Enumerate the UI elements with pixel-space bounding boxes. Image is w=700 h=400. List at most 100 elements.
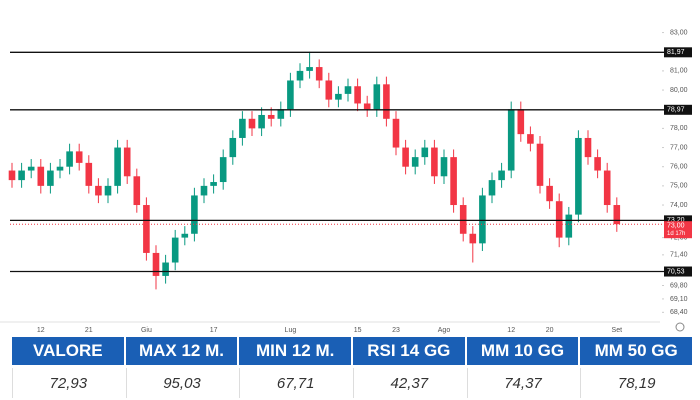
candle-body (104, 185, 112, 196)
candle-body (181, 233, 189, 238)
candle-body (133, 176, 141, 206)
y-tick-label: 76,00 (670, 164, 688, 171)
candle-body (95, 185, 102, 196)
y-tick-label: 69,10 (670, 296, 688, 303)
level-label: 70,53 (667, 268, 685, 275)
candle-body (162, 262, 169, 276)
candle-body (498, 170, 505, 181)
candle-body (56, 166, 64, 171)
candle-body (383, 84, 390, 119)
candle-body (143, 205, 150, 253)
countdown: 1d 17h (667, 231, 685, 237)
candle-body (517, 109, 525, 135)
candle-body (306, 67, 313, 71)
chart: 83,00 81,00 80,00 78,00 77,00 76,00 75,00 74,00… (0, 29, 692, 334)
table-header-cell: VALORE (12, 337, 124, 365)
candle-body (546, 185, 553, 202)
y-tick-label: 74,00 (670, 202, 688, 209)
level-label: 81,97 (667, 49, 685, 56)
y-tick-label: 71,40 (670, 252, 688, 259)
candle-body (248, 118, 256, 129)
candle-body (575, 137, 582, 215)
y-tick-label: 77,00 (670, 144, 688, 151)
x-tick-label: 12 (507, 327, 515, 334)
table-header-cell: MAX 12 M. (125, 337, 238, 365)
candle-body (507, 109, 515, 171)
y-tick-label: 80,00 (670, 87, 688, 94)
x-tick-label: 21 (85, 327, 93, 334)
table-header-cell: MM 10 GG (466, 337, 579, 365)
candle-body (287, 80, 294, 110)
candle-body (344, 86, 352, 94)
candle-body (479, 195, 486, 244)
candle-body (200, 185, 208, 196)
candle-body (392, 118, 400, 148)
x-tick-label: Giu (141, 327, 152, 334)
candle-body (603, 170, 611, 206)
level-tag (664, 266, 692, 277)
candle-body (527, 134, 534, 144)
candle-body (565, 214, 573, 238)
y-tick-label: 83,00 (670, 29, 688, 36)
table-header-cell: MM 50 GG (580, 337, 692, 365)
settings-icon[interactable] (675, 322, 685, 332)
table-cell: 78,19 (580, 368, 692, 398)
table-header-cell: MIN 12 M. (239, 337, 351, 365)
candle-body (114, 147, 121, 186)
candle-body (613, 205, 621, 225)
candle-body (27, 166, 35, 171)
candle-body (459, 205, 467, 234)
candle-body (411, 157, 419, 167)
candle-body (488, 180, 496, 196)
candle-body (354, 86, 361, 104)
candle-body (37, 166, 45, 186)
candle-body (152, 252, 160, 276)
table-cell: 74,37 (466, 368, 579, 398)
x-tick-label: 17 (210, 327, 218, 334)
candle-body (325, 80, 333, 100)
candle-body (469, 233, 477, 244)
candle-body (277, 109, 285, 119)
candle-body (402, 147, 409, 167)
level-tag (664, 215, 692, 226)
candle-body (421, 147, 429, 158)
level-tag (664, 47, 692, 58)
candle-body (440, 157, 448, 177)
table-cell: 95,03 (125, 368, 238, 398)
candle-body (18, 170, 25, 181)
level-label: 78,97 (667, 107, 685, 114)
table-cell: 42,37 (352, 368, 465, 398)
table-cell: 72,93 (12, 368, 124, 398)
candle-body (373, 84, 381, 110)
candle-body (267, 114, 275, 119)
candle-body (123, 147, 131, 177)
candle-body (210, 182, 217, 186)
candle-body (66, 151, 73, 167)
y-tick-label: 69,80 (670, 282, 688, 289)
candle-body (315, 67, 323, 81)
candle-body (431, 147, 438, 177)
candle-body (47, 170, 54, 186)
candle-body (258, 114, 265, 129)
candle-body (335, 93, 342, 100)
x-tick-label: 20 (546, 327, 554, 334)
y-tick-label: 78,00 (670, 125, 688, 132)
y-tick-label: 68,40 (670, 309, 688, 316)
x-tick-label: 23 (392, 327, 400, 334)
candle-body (555, 201, 563, 238)
last-price-label: 73,00 (667, 223, 685, 230)
y-tick-label: 75,00 (670, 183, 688, 190)
y-tick-label: 81,00 (670, 68, 688, 75)
candle-body (229, 137, 237, 158)
candle-body (363, 103, 371, 110)
candle-body (239, 118, 246, 138)
table-cell: 67,71 (239, 368, 351, 398)
stats-table: VALORE MAX 12 M. MIN 12 M. RSI 14 GG MM 10 G… (12, 337, 692, 398)
candle-body (594, 157, 601, 171)
last-price-tag (664, 221, 692, 239)
level-tag (664, 104, 692, 115)
x-tick-label: Ago (438, 327, 451, 334)
candle-body (191, 195, 198, 234)
x-tick-label: 12 (37, 327, 45, 334)
